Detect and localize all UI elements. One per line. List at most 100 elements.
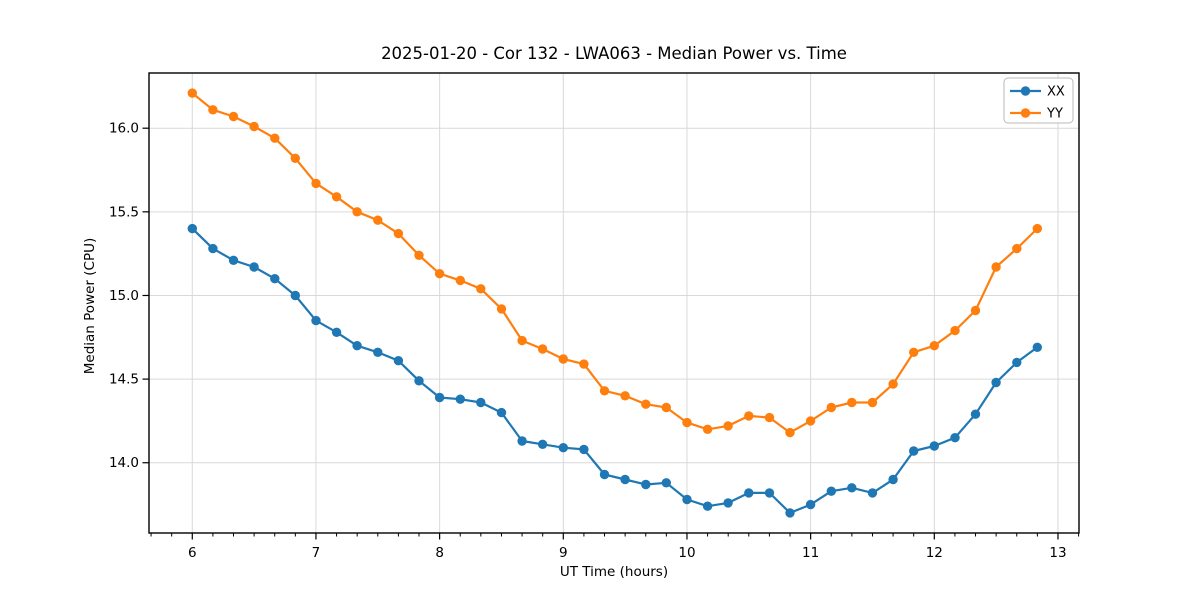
data-point-XX bbox=[661, 478, 671, 488]
x-tick-label: 12 bbox=[926, 545, 943, 561]
data-point-YY bbox=[744, 411, 754, 421]
data-point-YY bbox=[847, 397, 857, 408]
data-point-XX bbox=[331, 327, 342, 337]
data-point-XX bbox=[352, 341, 362, 351]
x-tick-label: 11 bbox=[802, 545, 819, 561]
data-point-YY bbox=[1032, 223, 1043, 234]
data-point-XX bbox=[476, 397, 486, 408]
series-YY bbox=[187, 88, 1043, 438]
data-point-XX bbox=[434, 392, 445, 403]
data-point-XX bbox=[373, 347, 383, 357]
data-point-YY bbox=[785, 427, 795, 438]
axis-ticks: 6 7 8 9 10 11 12 13 14.0 14.5 15.0 15.5 16.0 bbox=[109, 121, 1080, 561]
legend-label-XX: XX bbox=[1047, 85, 1065, 100]
data-point-XX bbox=[393, 356, 404, 366]
x-tick-label: 13 bbox=[1049, 545, 1066, 561]
data-point-YY bbox=[805, 416, 816, 426]
data-point-YY bbox=[455, 275, 465, 286]
legend: XX YY bbox=[1003, 77, 1074, 124]
x-tick-label: 6 bbox=[188, 545, 197, 561]
y-tick-label: 16.0 bbox=[109, 121, 139, 137]
data-point-XX bbox=[764, 488, 775, 498]
y-tick-label: 14.5 bbox=[109, 372, 139, 388]
data-point-YY bbox=[867, 397, 878, 408]
data-point-XX bbox=[208, 243, 218, 254]
grid-lines bbox=[149, 73, 1079, 533]
data-point-XX bbox=[249, 262, 259, 272]
data-point-YY bbox=[970, 305, 981, 316]
data-point-XX bbox=[826, 486, 836, 496]
data-point-YY bbox=[476, 284, 486, 294]
data-point-XX bbox=[1012, 357, 1022, 368]
data-point-YY bbox=[620, 391, 630, 401]
x-tick-label: 8 bbox=[435, 545, 444, 561]
data-point-XX bbox=[228, 255, 239, 265]
data-point-XX bbox=[455, 394, 465, 404]
data-point-YY bbox=[826, 402, 836, 413]
data-point-XX bbox=[290, 290, 300, 301]
data-point-XX bbox=[805, 499, 816, 510]
legend-label-YY: YY bbox=[1046, 107, 1063, 122]
data-point-XX bbox=[929, 441, 939, 451]
data-point-XX bbox=[970, 409, 981, 419]
data-point-XX bbox=[682, 494, 692, 505]
x-tick-label: 9 bbox=[559, 545, 568, 561]
data-point-YY bbox=[352, 207, 362, 217]
data-point-YY bbox=[723, 421, 733, 431]
data-point-YY bbox=[702, 424, 713, 434]
data-point-YY bbox=[373, 215, 383, 225]
series-XX bbox=[187, 223, 1043, 518]
data-point-XX bbox=[950, 433, 960, 443]
data-point-YY bbox=[929, 341, 939, 351]
legend-marker-XX bbox=[1020, 86, 1031, 96]
data-point-XX bbox=[991, 377, 1001, 388]
axes-frame bbox=[148, 72, 1080, 534]
data-point-YY bbox=[393, 228, 404, 239]
data-point-XX bbox=[270, 274, 280, 284]
data-point-XX bbox=[744, 488, 754, 498]
data-point-XX bbox=[723, 498, 733, 508]
data-point-XX bbox=[579, 444, 589, 455]
x-tick-label: 7 bbox=[312, 545, 321, 561]
data-point-YY bbox=[599, 386, 610, 396]
data-point-XX bbox=[414, 376, 424, 386]
x-tick-label: 10 bbox=[678, 545, 695, 561]
data-point-YY bbox=[579, 359, 589, 369]
data-point-XX bbox=[311, 315, 321, 326]
data-point-YY bbox=[187, 88, 197, 98]
data-point-XX bbox=[496, 407, 507, 418]
legend-marker-YY bbox=[1020, 108, 1031, 118]
data-point-YY bbox=[682, 417, 692, 428]
data-point-XX bbox=[1032, 342, 1043, 352]
data-point-YY bbox=[888, 379, 898, 389]
data-point-YY bbox=[249, 121, 259, 132]
data-point-YY bbox=[496, 304, 507, 314]
data-point-YY bbox=[537, 344, 548, 354]
data-point-XX bbox=[909, 446, 919, 456]
x-axis-label: UT Time (hours) bbox=[559, 564, 669, 580]
y-tick-label: 15.0 bbox=[109, 288, 139, 304]
data-point-XX bbox=[599, 469, 610, 480]
y-tick-label: 14.0 bbox=[109, 455, 139, 471]
data-point-YY bbox=[1012, 243, 1022, 254]
data-point-YY bbox=[950, 325, 960, 336]
data-point-XX bbox=[187, 223, 197, 234]
data-point-XX bbox=[517, 436, 527, 446]
data-point-YY bbox=[909, 347, 919, 357]
data-point-YY bbox=[270, 133, 280, 143]
data-point-YY bbox=[290, 153, 300, 163]
data-point-YY bbox=[228, 111, 239, 122]
data-point-YY bbox=[414, 250, 424, 260]
chart-title: 2025-01-20 - Cor 132 - LWA063 - Median P… bbox=[381, 44, 847, 63]
data-point-YY bbox=[208, 105, 218, 115]
data-point-YY bbox=[661, 402, 671, 413]
data-point-XX bbox=[702, 501, 713, 511]
data-point-YY bbox=[558, 354, 568, 364]
data-point-YY bbox=[641, 399, 651, 409]
data-point-XX bbox=[620, 474, 630, 485]
data-point-YY bbox=[331, 192, 342, 202]
y-axis-label: Median Power (CPU) bbox=[82, 237, 98, 375]
data-point-YY bbox=[434, 269, 445, 279]
